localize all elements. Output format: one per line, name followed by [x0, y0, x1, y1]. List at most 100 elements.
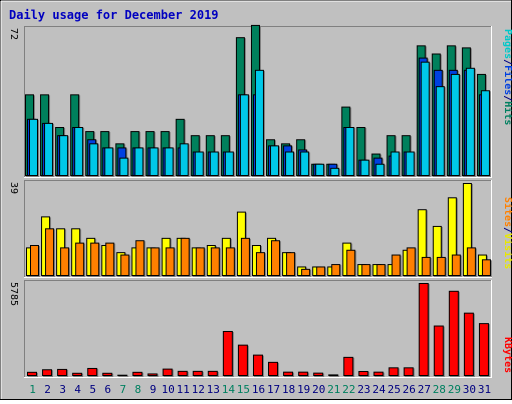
kbytes-bar-22 — [344, 357, 353, 375]
x-tick-label-19: 19 — [297, 383, 310, 396]
pages-bar-1 — [30, 119, 38, 175]
pages-bar-31 — [481, 91, 489, 176]
sites-bar-16 — [256, 253, 264, 276]
kbytes-bar-24 — [374, 372, 383, 375]
kbytes-bar-28 — [434, 326, 443, 375]
x-tick-label-1: 1 — [29, 383, 36, 396]
pages-bar-11 — [180, 144, 188, 176]
kbytes-bar-18 — [284, 372, 293, 375]
pages-bar-27 — [421, 62, 429, 175]
sites-bar-30 — [467, 248, 475, 276]
sites-bar-15 — [241, 238, 249, 275]
kbytes-bar-25 — [389, 368, 398, 376]
x-tick-label-5: 5 — [89, 383, 96, 396]
sites-bar-1 — [31, 246, 39, 276]
kbytes-bar-1 — [28, 372, 37, 375]
pages-bar-3 — [60, 136, 68, 176]
sites-bar-9 — [151, 248, 159, 276]
kbytes-bar-3 — [58, 369, 67, 375]
pages-bar-26 — [406, 152, 414, 176]
sites-bar-26 — [407, 248, 415, 276]
kbytes-bar-11 — [178, 371, 187, 375]
x-tick-label-2: 2 — [44, 383, 51, 396]
x-tick-label-3: 3 — [59, 383, 66, 396]
hits-panel-legend: Pages/Files/Hits — [502, 29, 512, 125]
x-tick-label-4: 4 — [74, 383, 81, 396]
pages-bar-2 — [45, 123, 53, 175]
sites-bar-2 — [46, 229, 54, 276]
pages-bar-6 — [105, 148, 113, 176]
sites-bar-18 — [287, 253, 295, 276]
x-tick-label-15: 15 — [237, 383, 250, 396]
x-tick-label-26: 26 — [403, 383, 416, 396]
sites-bar-24 — [377, 265, 385, 276]
sites-bar-22 — [347, 250, 355, 275]
hits-panel-legend-item-2: Files — [502, 65, 512, 95]
sites-bar-11 — [181, 238, 189, 275]
x-tick-label-9: 9 — [150, 383, 157, 396]
kbytes-panel-max-label: 5785 — [8, 282, 19, 306]
kbytes-bar-19 — [299, 372, 308, 375]
pages-bar-9 — [150, 148, 158, 176]
sites-bar-12 — [196, 248, 204, 276]
pages-bar-4 — [75, 128, 83, 176]
sites-bar-8 — [136, 241, 144, 276]
sites-bar-28 — [437, 257, 445, 275]
x-tick-label-25: 25 — [387, 383, 400, 396]
x-tick-label-29: 29 — [448, 383, 461, 396]
pages-bar-12 — [195, 152, 203, 176]
sites-bar-3 — [61, 248, 69, 276]
x-tick-label-8: 8 — [135, 383, 142, 396]
sites-bar-17 — [272, 241, 280, 276]
kbytes-bar-21 — [329, 375, 338, 376]
x-tick-label-11: 11 — [177, 383, 190, 396]
sites-bar-27 — [422, 257, 430, 275]
kbytes-bar-31 — [479, 324, 488, 376]
sites-bar-19 — [302, 269, 310, 275]
kbytes-bar-13 — [208, 371, 217, 375]
kbytes-bar-14 — [223, 331, 232, 375]
pages-bar-5 — [90, 144, 98, 176]
pages-bar-29 — [451, 74, 459, 175]
kbytes-bar-5 — [88, 368, 97, 375]
sites-bar-21 — [332, 265, 340, 276]
kbytes-bar-17 — [269, 362, 278, 375]
sites-bar-7 — [121, 255, 129, 275]
x-tick-label-21: 21 — [327, 383, 340, 396]
kbytes-bar-16 — [253, 355, 262, 375]
visits-panel-max-label: 39 — [8, 182, 19, 194]
sites-bar-14 — [226, 248, 234, 276]
x-tick-label-17: 17 — [267, 383, 280, 396]
kbytes-panel-legend-item-0: KBytes — [502, 337, 512, 373]
x-tick-label-22: 22 — [342, 383, 355, 396]
visits-panel-legend-item-0: Sites — [502, 197, 512, 227]
pages-bar-20 — [316, 164, 324, 175]
kbytes-panel-legend: KBytes — [502, 337, 512, 373]
visits-panel-legend: Sites/Visits — [502, 197, 512, 269]
pages-bar-28 — [436, 87, 444, 176]
kbytes-bar-9 — [148, 374, 157, 376]
sites-bar-10 — [166, 248, 174, 276]
pages-bar-16 — [255, 70, 263, 175]
x-tick-label-20: 20 — [312, 383, 325, 396]
hits-panel-legend-item-0: Pages — [502, 29, 512, 59]
pages-bar-13 — [210, 152, 218, 176]
hits-panel-legend-item-4: Hits — [502, 101, 512, 125]
kbytes-bar-4 — [73, 373, 82, 375]
pages-bar-23 — [361, 160, 369, 175]
kbytes-bar-23 — [359, 372, 368, 376]
x-tick-label-23: 23 — [357, 383, 370, 396]
x-tick-label-30: 30 — [463, 383, 476, 396]
chart-title: Daily usage for December 2019 — [9, 8, 219, 22]
pages-bar-21 — [331, 168, 339, 175]
kbytes-bar-10 — [163, 369, 172, 375]
x-tick-label-31: 31 — [478, 383, 491, 396]
kbytes-bar-20 — [314, 373, 323, 375]
kbytes-bar-8 — [133, 372, 142, 375]
sites-bar-20 — [317, 267, 325, 276]
kbytes-bar-30 — [464, 313, 473, 375]
pages-bar-19 — [301, 152, 309, 176]
x-tick-label-28: 28 — [433, 383, 446, 396]
sites-bar-6 — [106, 243, 114, 275]
